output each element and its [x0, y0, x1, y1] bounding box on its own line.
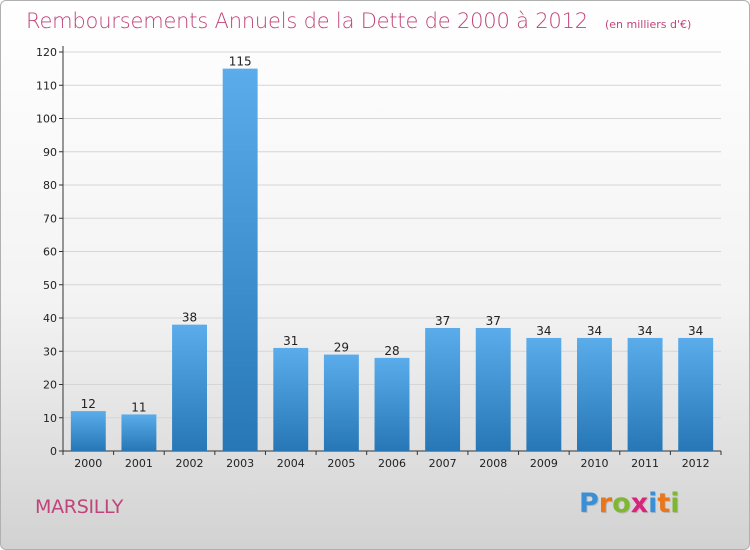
logo-letter: P: [579, 488, 599, 519]
x-tick-label: 2008: [479, 457, 507, 470]
bar: [425, 327, 461, 451]
y-tick-label: 100: [36, 113, 57, 126]
x-tick-label: 2009: [530, 457, 558, 470]
bar-value-label: 37: [435, 314, 450, 328]
bar: [121, 414, 157, 451]
bar: [323, 354, 359, 451]
bar-value-label: 115: [229, 55, 252, 69]
chart-title-group: Remboursements Annuels de la Dette de 20…: [26, 9, 691, 33]
y-tick-label: 40: [43, 312, 57, 325]
bar-value-label: 34: [688, 324, 703, 338]
bar: [172, 324, 208, 451]
x-tick-label: 2012: [682, 457, 710, 470]
bar: [475, 327, 511, 451]
bar-value-label: 34: [637, 324, 652, 338]
y-tick-label: 20: [43, 379, 57, 392]
y-tick-label: 90: [43, 146, 57, 159]
proxiti-logo: Proxiti: [579, 488, 680, 519]
bar: [222, 68, 258, 451]
bar-value-label: 34: [587, 324, 602, 338]
logo-letter: x: [630, 488, 649, 519]
bar-value-label: 29: [334, 341, 349, 355]
bar-value-label: 34: [536, 324, 551, 338]
y-tick-label: 30: [43, 345, 57, 358]
x-tick-label: 2004: [277, 457, 305, 470]
bar-value-label: 38: [182, 311, 197, 325]
x-tick-label: 2010: [580, 457, 608, 470]
bar-value-label: 37: [486, 314, 501, 328]
bar: [678, 337, 714, 451]
x-tick-label: 2005: [327, 457, 355, 470]
bar-value-label: 28: [384, 344, 399, 358]
y-tick-label: 50: [43, 279, 57, 292]
bar: [576, 337, 612, 451]
y-tick-label: 70: [43, 212, 57, 225]
x-tick-label: 2011: [631, 457, 659, 470]
chart-title: Remboursements Annuels de la Dette de 20…: [26, 9, 588, 33]
y-tick-label: 10: [43, 412, 57, 425]
bar-value-label: 12: [81, 397, 96, 411]
x-tick-label: 2003: [226, 457, 254, 470]
bar-value-label: 31: [283, 334, 298, 348]
city-name: MARSILLY: [35, 496, 124, 518]
logo-letter: r: [598, 488, 613, 519]
y-tick-label: 60: [43, 246, 57, 259]
bar-value-label: 11: [131, 400, 146, 414]
chart-units: (en milliers d'€): [605, 18, 692, 31]
bar: [627, 337, 663, 451]
bar: [70, 411, 106, 451]
bar: [526, 337, 562, 451]
x-tick-label: 2001: [125, 457, 153, 470]
x-tick-label: 2002: [176, 457, 204, 470]
x-tick-label: 2000: [74, 457, 102, 470]
bar: [273, 347, 309, 451]
y-tick-label: 80: [43, 179, 57, 192]
logo-letter: o: [612, 488, 631, 519]
y-tick-label: 120: [36, 46, 57, 59]
logo-letter: t: [657, 488, 671, 519]
x-tick-label: 2006: [378, 457, 406, 470]
x-tick-label: 2007: [429, 457, 457, 470]
y-tick-label: 110: [36, 79, 57, 92]
logo-letter: i: [648, 488, 658, 519]
logo-letter: i: [670, 488, 680, 519]
bar: [374, 357, 410, 451]
y-tick-label: 0: [50, 445, 57, 458]
